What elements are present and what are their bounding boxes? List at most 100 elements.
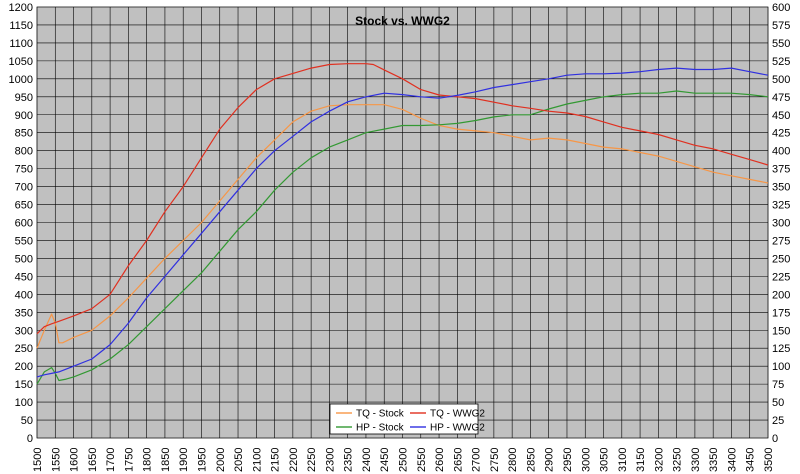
x-axis-ticks: 1500 1550 1600 1650 1700 1750 1800 1850 1900 1950… bbox=[32, 448, 775, 472]
x-tick-label: 3200 bbox=[653, 448, 665, 472]
left-tick-label: 950 bbox=[15, 92, 33, 104]
x-tick-label: 2850 bbox=[525, 448, 537, 472]
right-tick-label: 475 bbox=[772, 92, 790, 104]
left-tick-label: 400 bbox=[15, 289, 33, 301]
x-tick-label: 1600 bbox=[69, 448, 81, 472]
left-axis-ticks: 0 50 100 150 200 250 300 350 400 450 500 550 600 650 7… bbox=[9, 2, 33, 445]
right-tick-label: 500 bbox=[772, 74, 790, 86]
left-tick-label: 1100 bbox=[9, 38, 33, 50]
right-tick-label: 575 bbox=[772, 20, 790, 32]
right-tick-label: 150 bbox=[772, 325, 790, 337]
x-tick-label: 2500 bbox=[398, 448, 410, 472]
chart-title: Stock vs. WWG2 bbox=[355, 14, 450, 28]
x-tick-label: 3250 bbox=[672, 448, 684, 472]
series-line-hp-stock bbox=[36, 90, 769, 385]
x-tick-label: 1650 bbox=[87, 448, 99, 472]
left-tick-label: 1000 bbox=[9, 74, 33, 86]
x-tick-label: 1500 bbox=[32, 448, 44, 472]
right-axis-ticks: 0 25 50 75 100 125 150 175 200 225 250 275 300 325 350… bbox=[772, 2, 790, 445]
left-tick-label: 850 bbox=[15, 128, 33, 140]
right-tick-label: 275 bbox=[772, 235, 790, 247]
left-tick-label: 700 bbox=[15, 182, 33, 194]
left-tick-label: 550 bbox=[15, 235, 33, 247]
left-tick-label: 900 bbox=[15, 110, 33, 122]
left-tick-label: 300 bbox=[15, 325, 33, 337]
left-tick-label: 0 bbox=[27, 433, 33, 445]
left-tick-label: 100 bbox=[15, 397, 33, 409]
right-tick-label: 350 bbox=[772, 182, 790, 194]
x-tick-label: 3350 bbox=[708, 448, 720, 472]
x-tick-label: 2650 bbox=[452, 448, 464, 472]
left-tick-label: 200 bbox=[15, 361, 33, 373]
legend: TQ - Stock TQ - WWG2 HP - Stock HP - WWG2 bbox=[329, 403, 485, 435]
right-tick-label: 75 bbox=[772, 379, 784, 391]
right-tick-label: 325 bbox=[772, 200, 790, 212]
x-tick-label: 2150 bbox=[270, 448, 282, 472]
right-tick-label: 0 bbox=[772, 433, 778, 445]
left-tick-label: 600 bbox=[15, 218, 33, 230]
legend-label: HP - WWG2 bbox=[430, 423, 485, 434]
right-tick-label: 300 bbox=[772, 218, 790, 230]
legend-label: TQ - Stock bbox=[356, 409, 405, 420]
series-line-tq-stock bbox=[36, 104, 769, 349]
x-tick-label: 1550 bbox=[50, 448, 62, 472]
right-tick-label: 550 bbox=[772, 38, 790, 50]
x-tick-label: 3100 bbox=[617, 448, 629, 472]
x-tick-label: 3500 bbox=[763, 448, 775, 472]
series-lines bbox=[36, 63, 769, 385]
series-line-hp-wwg2 bbox=[36, 67, 769, 378]
right-tick-label: 525 bbox=[772, 56, 790, 68]
x-tick-label: 3450 bbox=[745, 448, 757, 472]
x-tick-label: 2700 bbox=[471, 448, 483, 472]
x-tick-label: 1950 bbox=[196, 448, 208, 472]
right-tick-label: 50 bbox=[772, 397, 784, 409]
x-tick-label: 2200 bbox=[288, 448, 300, 472]
x-tick-label: 3400 bbox=[726, 448, 738, 472]
x-tick-label: 2400 bbox=[361, 448, 373, 472]
right-tick-label: 375 bbox=[772, 164, 790, 176]
right-tick-label: 175 bbox=[772, 307, 790, 319]
x-tick-label: 2750 bbox=[489, 448, 501, 472]
series-line-tq-wwg2 bbox=[36, 63, 769, 335]
x-tick-label: 2000 bbox=[215, 448, 227, 472]
left-tick-label: 50 bbox=[21, 415, 33, 427]
x-tick-label: 2050 bbox=[233, 448, 245, 472]
right-tick-label: 125 bbox=[772, 343, 790, 355]
x-tick-label: 2300 bbox=[324, 448, 336, 472]
left-tick-label: 750 bbox=[15, 164, 33, 176]
x-tick-label: 2900 bbox=[544, 448, 556, 472]
left-tick-label: 250 bbox=[15, 343, 33, 355]
x-tick-label: 1700 bbox=[105, 448, 117, 472]
left-tick-label: 450 bbox=[15, 271, 33, 283]
x-tick-label: 2950 bbox=[562, 448, 574, 472]
right-tick-label: 450 bbox=[772, 110, 790, 122]
left-tick-label: 350 bbox=[15, 307, 33, 319]
x-tick-label: 2350 bbox=[343, 448, 355, 472]
x-tick-label: 3050 bbox=[599, 448, 611, 472]
left-tick-label: 1150 bbox=[9, 20, 33, 32]
left-tick-label: 650 bbox=[15, 200, 33, 212]
left-tick-label: 1200 bbox=[9, 2, 33, 14]
right-tick-label: 250 bbox=[772, 253, 790, 265]
x-tick-label: 3000 bbox=[580, 448, 592, 472]
x-tick-label: 2450 bbox=[379, 448, 391, 472]
right-tick-label: 25 bbox=[772, 415, 784, 427]
x-tick-label: 1900 bbox=[178, 448, 190, 472]
left-tick-label: 800 bbox=[15, 146, 33, 158]
x-tick-label: 2800 bbox=[507, 448, 519, 472]
legend-box bbox=[329, 403, 479, 435]
right-tick-label: 225 bbox=[772, 271, 790, 283]
x-tick-label: 3300 bbox=[690, 448, 702, 472]
x-tick-label: 3150 bbox=[635, 448, 647, 472]
gridlines bbox=[36, 6, 769, 439]
x-tick-label: 1750 bbox=[123, 448, 135, 472]
left-tick-label: 150 bbox=[15, 379, 33, 391]
left-tick-label: 500 bbox=[15, 253, 33, 265]
legend-label: HP - Stock bbox=[356, 423, 405, 434]
right-tick-label: 200 bbox=[772, 289, 790, 301]
x-tick-label: 2600 bbox=[434, 448, 446, 472]
right-tick-label: 400 bbox=[772, 146, 790, 158]
right-tick-label: 425 bbox=[772, 128, 790, 140]
